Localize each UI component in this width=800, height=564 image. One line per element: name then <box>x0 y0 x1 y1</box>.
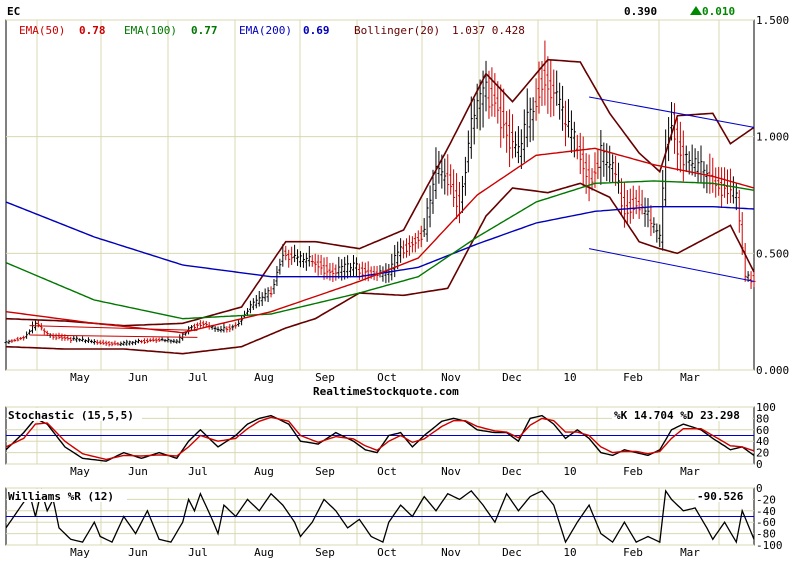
y-tick-label: -100 <box>756 539 783 552</box>
y-tick-label: 0.500 <box>756 247 789 260</box>
x-tick-label: Mar <box>680 465 700 478</box>
x-tick-label: Dec <box>502 371 522 384</box>
legend-bollinger-label: Bollinger(20) <box>354 24 440 37</box>
legend-bollinger-value: 1.037 0.428 <box>452 24 525 37</box>
y-tick-label: -40 <box>756 505 776 518</box>
y-tick-label: 0.000 <box>756 364 789 377</box>
price-change: 0.010 <box>702 5 735 18</box>
x-tick-label: Nov <box>441 546 461 559</box>
williams-title: Williams %R (12) <box>8 490 114 503</box>
x-tick-label: Nov <box>441 371 461 384</box>
x-tick-label: Aug <box>254 371 274 384</box>
x-tick-label: 10 <box>563 465 576 478</box>
williams-grid <box>6 487 754 546</box>
williams-x-axis-labels: May Jun Jul Aug Sep Oct Nov Dec 10 Feb Mar <box>70 546 700 559</box>
x-tick-label: Aug <box>254 465 274 478</box>
y-tick-label: 60 <box>756 424 769 437</box>
williams-title-bg <box>7 489 127 502</box>
x-tick-label: Jul <box>188 371 208 384</box>
x-tick-label: Mar <box>680 546 700 559</box>
x-tick-label: Nov <box>441 465 461 478</box>
x-tick-label: Sep <box>315 546 335 559</box>
y-tick-label: 40 <box>756 435 769 448</box>
y-tick-label: 20 <box>756 447 769 460</box>
ema50-line <box>5 147 755 334</box>
stochastic-readout: %K 14.704 %D 23.298 <box>614 409 740 422</box>
last-price: 0.390 <box>624 5 657 18</box>
main-y-axis-labels: 1.500 1.000 0.500 0.000 <box>756 14 789 377</box>
x-tick-label: Jun <box>128 465 148 478</box>
legend-ema50-value: 0.78 <box>79 24 106 37</box>
main-panel-grid <box>6 19 754 371</box>
x-tick-label: Sep <box>315 465 335 478</box>
main-legend: EMA(50) 0.78 EMA(100) 0.77 EMA(200) 0.69… <box>19 24 525 37</box>
stochastic-title: Stochastic (15,5,5) <box>8 409 134 422</box>
x-tick-label: Feb <box>623 371 643 384</box>
x-tick-label: Dec <box>502 546 522 559</box>
x-tick-label: Jun <box>128 371 148 384</box>
x-tick-label: Jul <box>188 546 208 559</box>
x-tick-label: Sep <box>315 371 335 384</box>
y-tick-label: 0 <box>756 458 763 471</box>
williams-readout-bg <box>695 489 752 502</box>
legend-ema200-label: EMA(200) <box>239 24 292 37</box>
bollinger-lower-line <box>5 182 755 355</box>
ticker-symbol: EC <box>7 5 20 18</box>
y-tick-label: 100 <box>756 401 776 414</box>
x-tick-label: Feb <box>623 465 643 478</box>
x-tick-label: Aug <box>254 546 274 559</box>
x-tick-label: 10 <box>563 546 576 559</box>
stochastic-plot <box>5 414 755 462</box>
main-panel-plot <box>4 40 756 355</box>
x-tick-label: Oct <box>377 371 397 384</box>
legend-ema200-value: 0.69 <box>303 24 330 37</box>
up-arrow-icon <box>690 6 702 15</box>
stochastic-d-line <box>5 416 755 461</box>
y-tick-label: -80 <box>756 528 776 541</box>
legend-ema100-label: EMA(100) <box>124 24 177 37</box>
y-tick-label: 80 <box>756 412 769 425</box>
x-tick-label: Oct <box>377 465 397 478</box>
legend-ema50-label: EMA(50) <box>19 24 65 37</box>
x-tick-label: May <box>70 371 90 384</box>
williams-readout: -90.526 <box>697 490 744 503</box>
x-tick-label: Mar <box>680 371 700 384</box>
x-tick-label: Dec <box>502 465 522 478</box>
trendline <box>29 325 198 331</box>
main-x-axis-labels: May Jun Jul Aug Sep Oct Nov Dec 10 Feb Mar <box>70 371 700 384</box>
watermark-text: RealtimeStockquote.com <box>313 385 459 398</box>
williams-plot <box>5 488 755 544</box>
stochastic-readout-bg <box>612 408 752 421</box>
x-tick-label: Oct <box>377 546 397 559</box>
trendline <box>588 96 755 128</box>
y-tick-label: -60 <box>756 516 776 529</box>
williams-y-axis-labels: 0-20-40-60-80-100 <box>756 482 783 552</box>
main-panel-frame <box>5 19 755 371</box>
x-tick-label: Feb <box>623 546 643 559</box>
bollinger-upper-line <box>5 58 755 327</box>
trendline <box>29 334 198 338</box>
y-tick-label: 1.000 <box>756 131 789 144</box>
x-tick-label: Jul <box>188 465 208 478</box>
y-tick-label: 1.500 <box>756 14 789 27</box>
y-tick-label: 0 <box>756 482 763 495</box>
trendline <box>588 248 755 282</box>
stochastic-title-bg <box>7 408 142 421</box>
x-tick-label: May <box>70 546 90 559</box>
x-tick-label: May <box>70 465 90 478</box>
x-tick-label: Jun <box>128 546 148 559</box>
ema100-line <box>5 180 755 320</box>
legend-ema100-value: 0.77 <box>191 24 218 37</box>
y-tick-label: -20 <box>756 493 776 506</box>
x-tick-label: 10 <box>563 371 576 384</box>
williams-r-line <box>5 488 755 544</box>
stochastic-x-axis-labels: May Jun Jul Aug Sep Oct Nov Dec 10 Feb Mar <box>70 465 700 478</box>
